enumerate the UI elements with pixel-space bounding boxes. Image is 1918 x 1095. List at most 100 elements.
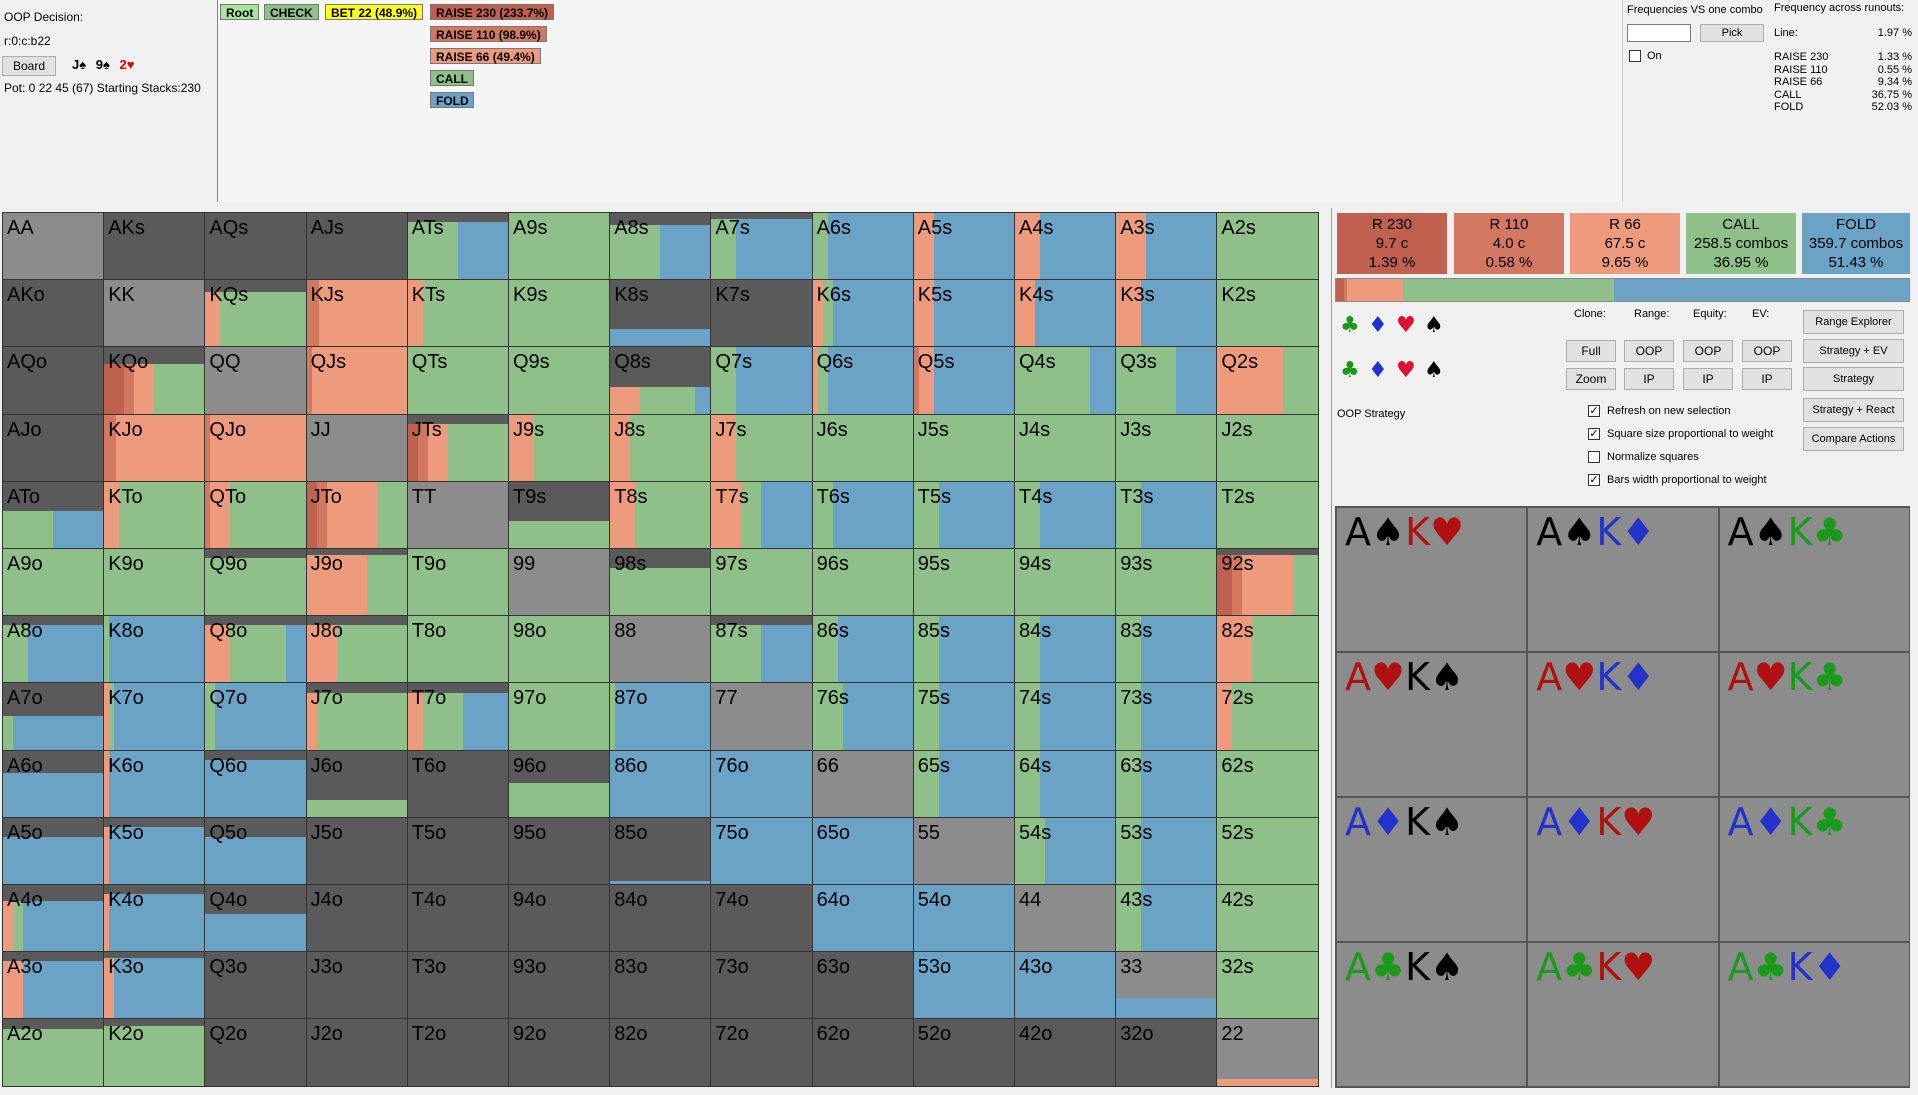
- hand-cell-q6s[interactable]: Q6s: [812, 347, 914, 415]
- combo-cell[interactable]: A♦K♠: [1336, 797, 1528, 942]
- hand-cell-j3s[interactable]: J3s: [1116, 414, 1218, 482]
- hand-cell-q8s[interactable]: Q8s: [610, 347, 712, 415]
- tree-call-button[interactable]: CALL: [430, 70, 474, 86]
- hand-cell-32s[interactable]: 32s: [1217, 952, 1319, 1020]
- hand-cell-76o[interactable]: 76o: [711, 750, 813, 818]
- club-filter-icon[interactable]: ♣: [1340, 358, 1360, 383]
- combo-cell[interactable]: A♣K♥: [1527, 942, 1719, 1087]
- hand-cell-kjo[interactable]: KJo: [104, 414, 206, 482]
- hand-cell-54s[interactable]: 54s: [1015, 817, 1117, 885]
- hand-cell-73o[interactable]: 73o: [711, 952, 813, 1020]
- hand-cell-k3o[interactable]: K3o: [104, 952, 206, 1020]
- hand-cell-63s[interactable]: 63s: [1116, 750, 1218, 818]
- hand-cell-53s[interactable]: 53s: [1116, 817, 1218, 885]
- hand-cell-95s[interactable]: 95s: [913, 549, 1015, 617]
- diamond-filter-icon[interactable]: ♦: [1368, 358, 1388, 383]
- hand-cell-j9o[interactable]: J9o: [306, 549, 408, 617]
- hand-cell-77[interactable]: 77: [711, 683, 813, 751]
- hand-cell-j8o[interactable]: J8o: [306, 616, 408, 684]
- square-size-weight-checkbox[interactable]: ✓: [1588, 428, 1600, 440]
- hand-cell-a7o[interactable]: A7o: [3, 683, 105, 751]
- hand-cell-q2o[interactable]: Q2o: [205, 1019, 307, 1087]
- hand-cell-85s[interactable]: 85s: [913, 616, 1015, 684]
- hand-cell-a2o[interactable]: A2o: [3, 1019, 105, 1087]
- bars-width-weight-checkbox[interactable]: ✓: [1588, 474, 1600, 486]
- hand-cell-j2o[interactable]: J2o: [306, 1019, 408, 1087]
- hand-cell-ato[interactable]: ATo: [3, 481, 105, 549]
- hand-cell-74o[interactable]: 74o: [711, 885, 813, 953]
- hand-cell-t6s[interactable]: T6s: [812, 481, 914, 549]
- combo-cell[interactable]: A♦K♥: [1527, 797, 1719, 942]
- pick-button[interactable]: Pick: [1700, 24, 1764, 42]
- hand-cell-93o[interactable]: 93o: [509, 952, 611, 1020]
- hand-cell-q6o[interactable]: Q6o: [205, 750, 307, 818]
- hand-cell-j3o[interactable]: J3o: [306, 952, 408, 1020]
- hand-cell-kto[interactable]: KTo: [104, 481, 206, 549]
- hand-cell-k8o[interactable]: K8o: [104, 616, 206, 684]
- hand-cell-33[interactable]: 33: [1116, 952, 1218, 1020]
- hand-cell-k7s[interactable]: K7s: [711, 280, 813, 348]
- hand-cell-88[interactable]: 88: [610, 616, 712, 684]
- hand-cell-t5o[interactable]: T5o: [407, 817, 509, 885]
- hand-cell-t4s[interactable]: T4s: [1015, 481, 1117, 549]
- hand-cell-84s[interactable]: 84s: [1015, 616, 1117, 684]
- hand-cell-97s[interactable]: 97s: [711, 549, 813, 617]
- hand-cell-jts[interactable]: JTs: [407, 414, 509, 482]
- hand-cell-22[interactable]: 22: [1217, 1019, 1319, 1087]
- hand-cell-a4o[interactable]: A4o: [3, 885, 105, 953]
- hand-cell-tt[interactable]: TT: [407, 481, 509, 549]
- combo-cell[interactable]: A♦K♣: [1718, 797, 1910, 942]
- hand-cell-82s[interactable]: 82s: [1217, 616, 1319, 684]
- hand-cell-q7s[interactable]: Q7s: [711, 347, 813, 415]
- hand-cell-qjs[interactable]: QJs: [306, 347, 408, 415]
- tree-root-button[interactable]: Root: [220, 4, 260, 20]
- hand-cell-j7o[interactable]: J7o: [306, 683, 408, 751]
- combo-cell[interactable]: A♠K♦: [1527, 507, 1719, 652]
- hand-cell-qts[interactable]: QTs: [407, 347, 509, 415]
- hand-cell-86s[interactable]: 86s: [812, 616, 914, 684]
- hand-cell-74s[interactable]: 74s: [1015, 683, 1117, 751]
- hand-cell-65s[interactable]: 65s: [913, 750, 1015, 818]
- diamond-filter-icon[interactable]: ♦: [1368, 313, 1388, 338]
- hand-cell-j4o[interactable]: J4o: [306, 885, 408, 953]
- hand-cell-q3s[interactable]: Q3s: [1116, 347, 1218, 415]
- hand-cell-j8s[interactable]: J8s: [610, 414, 712, 482]
- hand-cell-k5s[interactable]: K5s: [913, 280, 1015, 348]
- hand-cell-64o[interactable]: 64o: [812, 885, 914, 953]
- hand-cell-qjo[interactable]: QJo: [205, 414, 307, 482]
- combo-cell[interactable]: A♠K♣: [1718, 507, 1910, 652]
- hand-cell-t9s[interactable]: T9s: [509, 481, 611, 549]
- hand-cell-a6o[interactable]: A6o: [3, 750, 105, 818]
- hand-cell-a5s[interactable]: A5s: [913, 213, 1015, 281]
- hand-cell-qq[interactable]: QQ: [205, 347, 307, 415]
- zoom-button[interactable]: Zoom: [1566, 368, 1616, 390]
- hand-cell-94s[interactable]: 94s: [1015, 549, 1117, 617]
- hand-cell-95o[interactable]: 95o: [509, 817, 611, 885]
- hand-cell-a9s[interactable]: A9s: [509, 213, 611, 281]
- hand-cell-ajo[interactable]: AJo: [3, 414, 105, 482]
- hand-cell-q9o[interactable]: Q9o: [205, 549, 307, 617]
- hand-cell-94o[interactable]: 94o: [509, 885, 611, 953]
- hand-cell-k4s[interactable]: K4s: [1015, 280, 1117, 348]
- hand-cell-73s[interactable]: 73s: [1116, 683, 1218, 751]
- hand-cell-ats[interactable]: ATs: [407, 213, 509, 281]
- hand-cell-98o[interactable]: 98o: [509, 616, 611, 684]
- hand-cell-a8o[interactable]: A8o: [3, 616, 105, 684]
- hand-cell-kjs[interactable]: KJs: [306, 280, 408, 348]
- hand-cell-t6o[interactable]: T6o: [407, 750, 509, 818]
- hand-cell-a3o[interactable]: A3o: [3, 952, 105, 1020]
- hand-cell-q7o[interactable]: Q7o: [205, 683, 307, 751]
- hand-cell-99[interactable]: 99: [509, 549, 611, 617]
- hand-cell-93s[interactable]: 93s: [1116, 549, 1218, 617]
- range-explorer-button[interactable]: Range Explorer: [1803, 310, 1904, 334]
- hand-cell-q8o[interactable]: Q8o: [205, 616, 307, 684]
- strategy-ev-button[interactable]: Strategy + EV: [1803, 339, 1904, 363]
- hand-cell-96o[interactable]: 96o: [509, 750, 611, 818]
- hand-cell-k9s[interactable]: K9s: [509, 280, 611, 348]
- hand-cell-43s[interactable]: 43s: [1116, 885, 1218, 953]
- hand-cell-t9o[interactable]: T9o: [407, 549, 509, 617]
- hand-cell-ako[interactable]: AKo: [3, 280, 105, 348]
- refresh-on-selection-checkbox[interactable]: ✓: [1588, 405, 1600, 417]
- hand-cell-j6o[interactable]: J6o: [306, 750, 408, 818]
- hand-cell-t3o[interactable]: T3o: [407, 952, 509, 1020]
